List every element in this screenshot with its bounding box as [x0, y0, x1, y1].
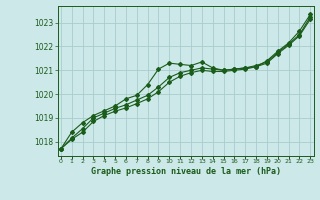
X-axis label: Graphe pression niveau de la mer (hPa): Graphe pression niveau de la mer (hPa)	[91, 167, 281, 176]
